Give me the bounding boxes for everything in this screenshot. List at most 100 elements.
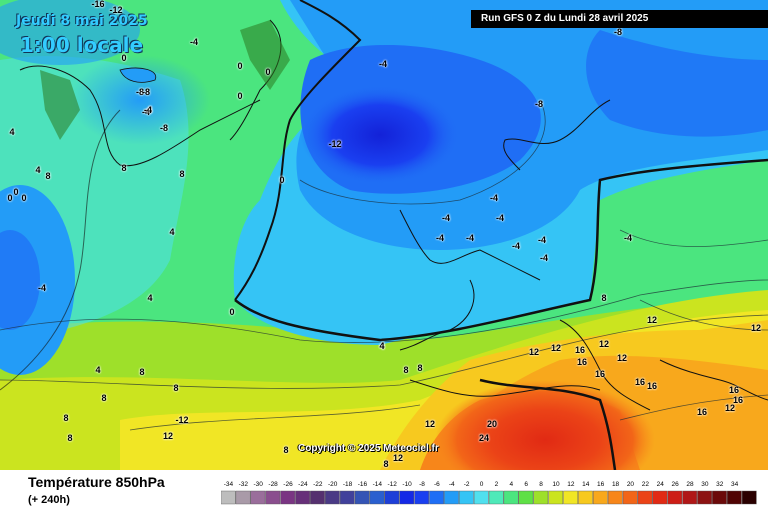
isotherm-value-label: -12 bbox=[109, 5, 123, 15]
legend-swatch bbox=[697, 490, 712, 505]
legend-tick-label: -28 bbox=[268, 481, 278, 488]
legend-tick-label: -10 bbox=[402, 481, 412, 488]
greenland-cold-area bbox=[70, 55, 210, 145]
isotherm-value-label: 8 bbox=[101, 393, 107, 403]
legend-swatch bbox=[399, 490, 415, 505]
isotherm-value-label: 12 bbox=[598, 339, 610, 349]
ice-coast-greenland bbox=[40, 20, 290, 140]
isotherm-0-west bbox=[234, 0, 362, 301]
legend-swatch bbox=[682, 490, 698, 505]
isotherm-value-label: 8 bbox=[417, 363, 423, 373]
forecast-local-time: 1:00 locale bbox=[20, 33, 144, 57]
isotherm-value-label: -4 bbox=[537, 235, 547, 245]
isotherm-value-label: 8 bbox=[601, 293, 607, 303]
isotherm-value-label: 12 bbox=[724, 403, 736, 413]
legend-swatch bbox=[369, 490, 385, 505]
legend-tick-label: -8 bbox=[419, 481, 425, 488]
legend-tick-label: 26 bbox=[671, 481, 679, 488]
forecast-lead-time: (+ 240h) bbox=[28, 494, 70, 506]
forecast-date: Jeudi 8 mai 2025 bbox=[16, 13, 148, 29]
isotherm-value-label: 8 bbox=[403, 365, 409, 375]
isotherm-value-label: 0 bbox=[265, 67, 271, 77]
run-info-banner: Run GFS 0 Z du Lundi 28 avril 2025 bbox=[471, 10, 768, 28]
legend-tick-label: 16 bbox=[597, 481, 605, 488]
legend-swatch bbox=[444, 490, 459, 505]
isotherm-value-label: -4 bbox=[143, 105, 153, 115]
isotherm-value-label: -12 bbox=[328, 139, 342, 149]
legend-tick-label: 22 bbox=[642, 481, 650, 488]
legend-swatch bbox=[473, 490, 489, 505]
isotherm-value-label: 12 bbox=[424, 419, 436, 429]
isotherm-value-label: -8 bbox=[613, 27, 623, 37]
legend-tick-label: 34 bbox=[731, 481, 739, 488]
isotherm-value-label: -8 bbox=[135, 87, 145, 97]
isotherm-value-label: 16 bbox=[728, 385, 740, 395]
legend-tick-label: 30 bbox=[701, 481, 709, 488]
isotherm-value-label: 4 bbox=[169, 227, 175, 237]
cold-core-minus12 bbox=[300, 85, 460, 185]
legend-swatch bbox=[607, 490, 623, 505]
isotherm-value-label: 0 bbox=[21, 193, 27, 203]
isotherm-value-label: -4 bbox=[37, 283, 47, 293]
legend-tick-label: -14 bbox=[373, 481, 383, 488]
isotherm-value-label: 8 bbox=[173, 383, 179, 393]
isotherm-value-label: -4 bbox=[623, 233, 633, 243]
isotherm-value-label: -4 bbox=[435, 233, 445, 243]
legend-tick-label: -34 bbox=[224, 481, 234, 488]
isotherm-value-label: 8 bbox=[139, 367, 145, 377]
isotherm-value-label: -8 bbox=[534, 99, 544, 109]
legend-swatch bbox=[727, 490, 742, 505]
color-scale-legend: -34 -32 -30 -28 -26 -24 -22 -20 -18 -16 -14 -12 -10-… bbox=[221, 481, 757, 505]
isotherm-value-label: 4 bbox=[95, 365, 101, 375]
isotherm-value-label: 16 bbox=[646, 381, 658, 391]
isotherm-value-label: 16 bbox=[634, 377, 646, 387]
isotherm-value-label: 0 bbox=[237, 91, 243, 101]
legend-swatch bbox=[310, 490, 325, 505]
isotherm-value-label: 4 bbox=[147, 293, 153, 303]
isotherm-value-label: 8 bbox=[45, 171, 51, 181]
legend-tick-label: -32 bbox=[239, 481, 249, 488]
legend-tick-label: 24 bbox=[657, 481, 665, 488]
legend-swatch bbox=[503, 490, 519, 505]
isotherm-value-label: 0 bbox=[7, 193, 13, 203]
isotherm-value-label: -4 bbox=[495, 213, 505, 223]
isotherm-value-label: -8 bbox=[141, 87, 151, 97]
isotherm-value-label: -4 bbox=[143, 105, 153, 115]
temperature-850hpa-map bbox=[0, 0, 768, 470]
legend-swatch bbox=[652, 490, 668, 505]
isotherm-20 bbox=[479, 378, 617, 470]
isotherm-value-label: -4 bbox=[189, 37, 199, 47]
legend-tick-label: 4 bbox=[510, 481, 514, 488]
legend-tick-label: -22 bbox=[313, 481, 323, 488]
isotherm-value-label: 0 bbox=[279, 175, 285, 185]
map-footer: Température 850hPa (+ 240h) -34 -32 -30 -28… bbox=[0, 470, 768, 512]
isotherm-0-east bbox=[234, 158, 768, 342]
legend-tick-label: -2 bbox=[464, 481, 470, 488]
isotherm-value-label: 12 bbox=[392, 453, 404, 463]
isotherm-value-label: 0 bbox=[121, 53, 127, 63]
isotherm-value-label: 16 bbox=[576, 357, 588, 367]
isotherm-value-label: 20 bbox=[486, 419, 498, 429]
isotherm-value-label: 8 bbox=[179, 169, 185, 179]
parameter-title: Température 850hPa bbox=[28, 474, 165, 490]
isotherm-value-label: 8 bbox=[63, 413, 69, 423]
isotherm-value-label: 16 bbox=[732, 395, 744, 405]
legend-tick-label: -18 bbox=[343, 481, 353, 488]
legend-tick-label: 12 bbox=[567, 481, 575, 488]
isotherm-value-label: 12 bbox=[550, 343, 562, 353]
legend-swatch bbox=[548, 490, 564, 505]
legend-swatch bbox=[384, 490, 400, 505]
coastlines bbox=[19, 19, 768, 411]
legend-swatch bbox=[488, 490, 504, 505]
isotherm-value-label: 4 bbox=[35, 165, 41, 175]
legend-tick-label: 8 bbox=[539, 481, 543, 488]
legend-tick-label: -4 bbox=[449, 481, 455, 488]
isotherm-value-label: 8 bbox=[283, 445, 289, 455]
isotherm-value-label: 16 bbox=[574, 345, 586, 355]
cold-band-scandinavia bbox=[586, 30, 768, 137]
legend-swatch bbox=[741, 490, 757, 505]
isotherm-value-label: -12 bbox=[175, 415, 189, 425]
isotherm-value-label: 24 bbox=[478, 433, 490, 443]
legend-tick-label: -24 bbox=[298, 481, 308, 488]
legend-swatch bbox=[325, 490, 340, 505]
